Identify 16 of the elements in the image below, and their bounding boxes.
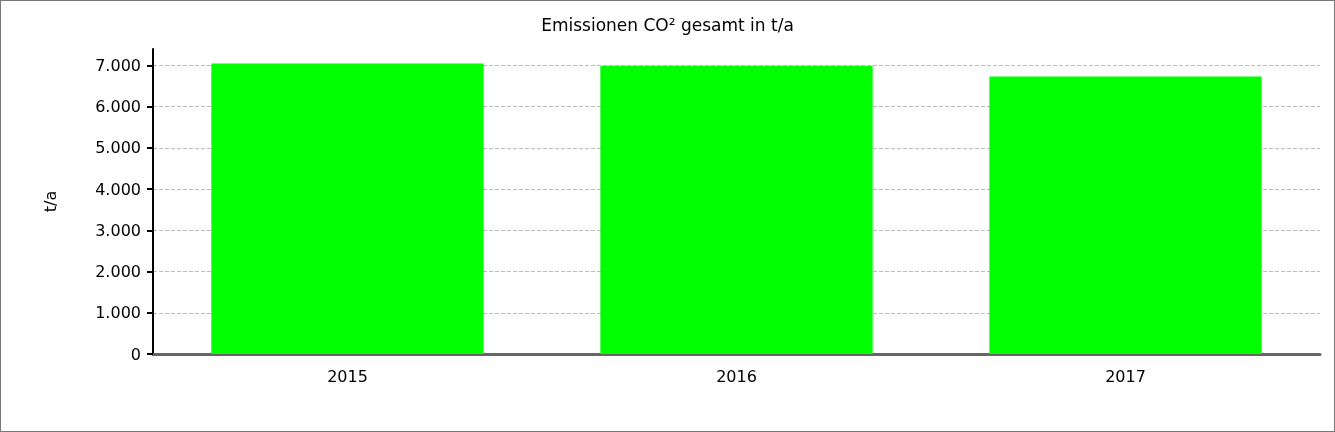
bar bbox=[211, 63, 484, 354]
y-tick-label: 3.000 bbox=[95, 220, 141, 240]
bar bbox=[989, 76, 1262, 354]
y-tick-label: 1.000 bbox=[95, 303, 141, 323]
bar bbox=[600, 65, 873, 354]
chart-title: Emissionen CO² gesamt in t/a bbox=[541, 14, 794, 35]
y-tick-label: 4.000 bbox=[95, 179, 141, 199]
x-tick-label: 2015 bbox=[327, 366, 368, 386]
y-tick-label: 7.000 bbox=[95, 55, 141, 75]
y-tick-label: 5.000 bbox=[95, 138, 141, 158]
x-tick-label: 2017 bbox=[1105, 366, 1146, 386]
y-tick-label: 0 bbox=[130, 344, 141, 364]
y-tick-label: 2.000 bbox=[95, 262, 141, 282]
x-tick-label: 2016 bbox=[716, 366, 757, 386]
y-axis-title: t/a bbox=[40, 190, 60, 213]
y-tick-label: 6.000 bbox=[95, 97, 141, 117]
